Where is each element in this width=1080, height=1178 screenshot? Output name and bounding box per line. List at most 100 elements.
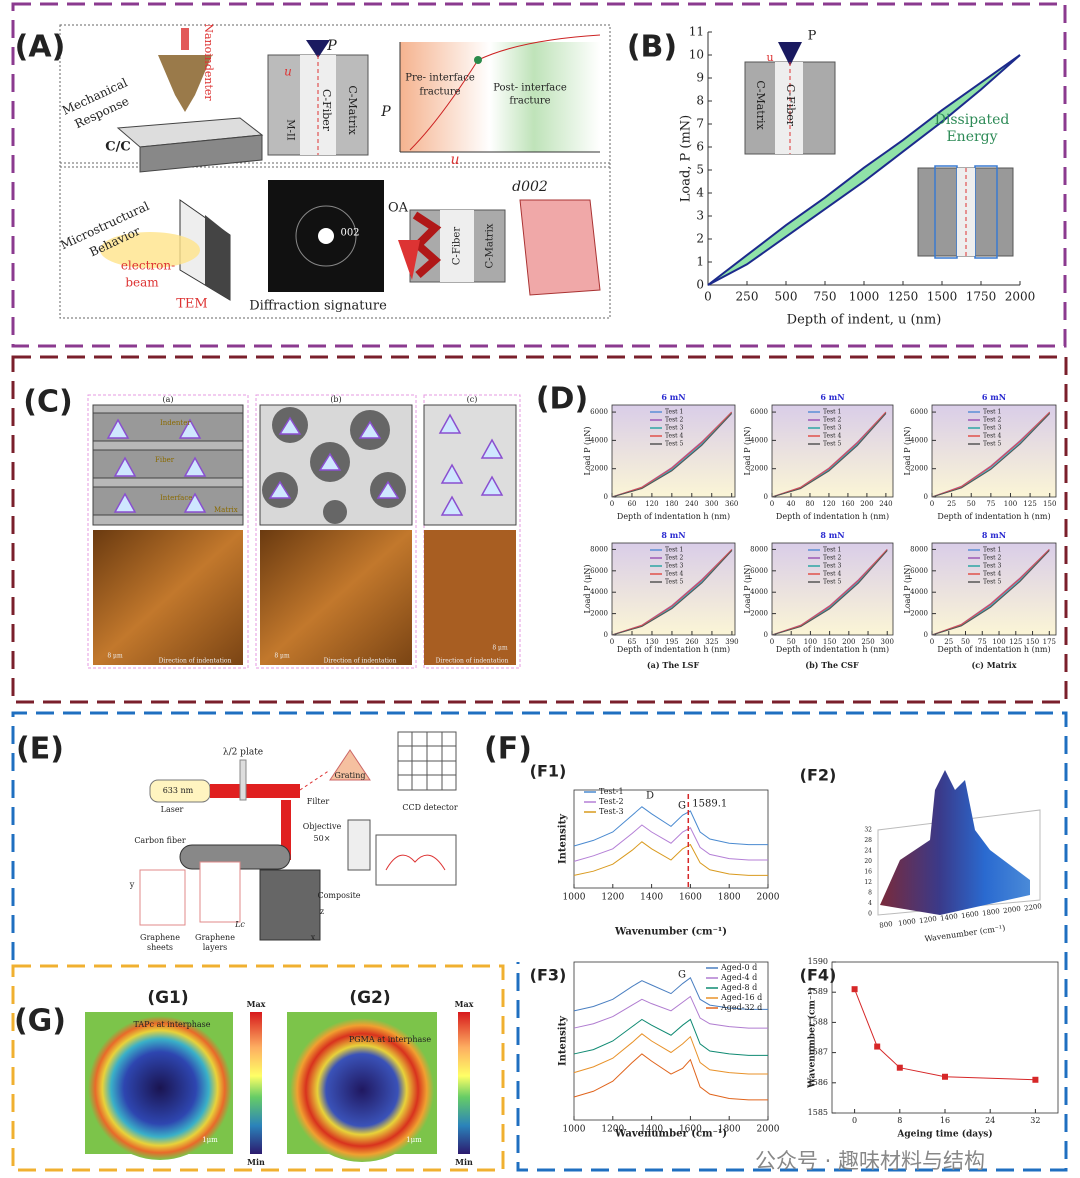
label: OA [388, 201, 409, 216]
label: x [311, 933, 316, 942]
f2-tick-label: 0 [868, 911, 872, 918]
plot-frame [931, 542, 1057, 636]
series-line [931, 413, 1051, 498]
panel-c-schematic [87, 394, 521, 669]
plot-frame [771, 542, 894, 636]
x-axis-label: Ageing time (days) [896, 1129, 992, 1140]
x-axis-label: Wavenumber (cm⁻¹) [614, 1129, 727, 1140]
y-tick-label: 1587 [808, 1048, 828, 1057]
y-tick-label: 4000 [590, 436, 608, 444]
legend-label: Test 4 [665, 433, 683, 440]
f2-tick-label: 8 [868, 890, 872, 897]
label: fracture [419, 87, 460, 98]
y-tick-label: 5 [696, 163, 704, 177]
x-tick-label: 0 [704, 290, 712, 304]
label: TAPc at interphase [134, 1020, 211, 1029]
chart-title: 6 mN [982, 392, 1006, 402]
chart-title: 8 mN [661, 530, 685, 540]
y-tick-label: 10 [689, 48, 704, 62]
label: u [284, 65, 292, 79]
y-tick-label: 0 [764, 631, 768, 639]
y-tick-label: 6000 [590, 408, 608, 416]
x-tick-label: 150 [823, 638, 836, 646]
panel-label: (E) [16, 732, 64, 767]
label: PGMA at interphase [349, 1035, 431, 1044]
label: y [129, 880, 135, 889]
x-tick-label: 1400 [640, 893, 663, 903]
x-tick-label: 325 [705, 638, 718, 646]
x-tick-label: 50 [961, 638, 970, 646]
label: C-Matrix [346, 85, 359, 135]
y-tick-label: 2000 [750, 610, 768, 618]
x-tick-label: 390 [725, 638, 738, 646]
label: d002 [512, 179, 548, 195]
x-axis-label: Depth of indentation h (nm) [617, 512, 730, 521]
x-tick-label: 1400 [640, 1125, 663, 1135]
x-tick-label: 0 [852, 1116, 857, 1125]
series-line [573, 1033, 768, 1075]
legend-label: Test 3 [823, 563, 841, 570]
legend-label: Test 5 [983, 579, 1001, 586]
f2-tick-label: 800 [879, 920, 893, 930]
legend-label: Test 5 [665, 579, 683, 586]
panel-label: (C) [23, 385, 72, 420]
y-tick-label: 0 [764, 493, 768, 501]
x-tick-label: 260 [685, 638, 698, 646]
series-line [573, 824, 768, 862]
label: (F2) [800, 766, 837, 785]
label: Fiber [155, 456, 175, 464]
label: (a) The LSF [647, 660, 700, 670]
y-tick-label: 6000 [910, 567, 928, 575]
y-tick-label: 4000 [590, 588, 608, 596]
point [942, 1073, 948, 1080]
label: Min [455, 1157, 473, 1167]
x-tick-label: 100 [992, 638, 1005, 646]
y-axis-label: Load P (μN) [903, 565, 912, 614]
plot-background [932, 405, 1056, 497]
label: 50× [314, 834, 331, 843]
y-tick-label: 1588 [808, 1017, 828, 1026]
x-tick-label: 40 [787, 500, 796, 508]
x-tick-label: 300 [881, 638, 894, 646]
y-tick-label: 0 [696, 278, 704, 292]
legend-label: Aged-32 d [720, 1003, 762, 1012]
label: (b) [330, 395, 341, 404]
annotation: C-Fiber [784, 84, 797, 127]
label: Pre- interface [405, 73, 475, 84]
x-tick-label: 24 [985, 1116, 995, 1125]
y-tick-label: 6000 [750, 567, 768, 575]
legend-label: Test 4 [823, 571, 841, 578]
x-tick-label: 1750 [966, 290, 997, 304]
label: Matrix [214, 506, 238, 514]
x-axis-label: Depth of indentation h (nm) [937, 512, 1050, 521]
y-tick-label: 2000 [590, 610, 608, 618]
y-axis-label: Intensity [558, 1015, 569, 1066]
f2-tick-label: 2200 [1024, 902, 1043, 912]
plot-frame [831, 961, 1059, 1114]
y-tick-label: 0 [924, 493, 928, 501]
y-tick-label: 4000 [910, 436, 928, 444]
legend-label: Test-2 [599, 797, 624, 806]
x-tick-label: 125 [1023, 500, 1036, 508]
frame-ef [11, 711, 1068, 1172]
y-tick-label: 9 [696, 71, 704, 85]
series-line [707, 54, 1021, 286]
label: (F1) [530, 762, 567, 781]
label: (a) [162, 395, 173, 404]
y-tick-label: 8000 [750, 545, 768, 553]
y-tick-label: 8 [696, 94, 704, 108]
y-axis-label: Intensity [558, 813, 569, 864]
label: Composite [317, 891, 360, 900]
x-tick-label: 1800 [718, 1125, 741, 1135]
f2-tick-label: 12 [864, 879, 872, 886]
x-tick-label: 75 [986, 500, 995, 508]
label: 002 [340, 228, 359, 239]
x-axis-label: Depth of indentation h (nm) [937, 645, 1050, 654]
plot-frame [611, 404, 736, 498]
label: M-II [285, 119, 296, 141]
x-tick-label: 300 [705, 500, 718, 508]
label: C/C [105, 140, 130, 155]
series-line [854, 988, 1036, 1081]
plot-background [772, 543, 893, 635]
